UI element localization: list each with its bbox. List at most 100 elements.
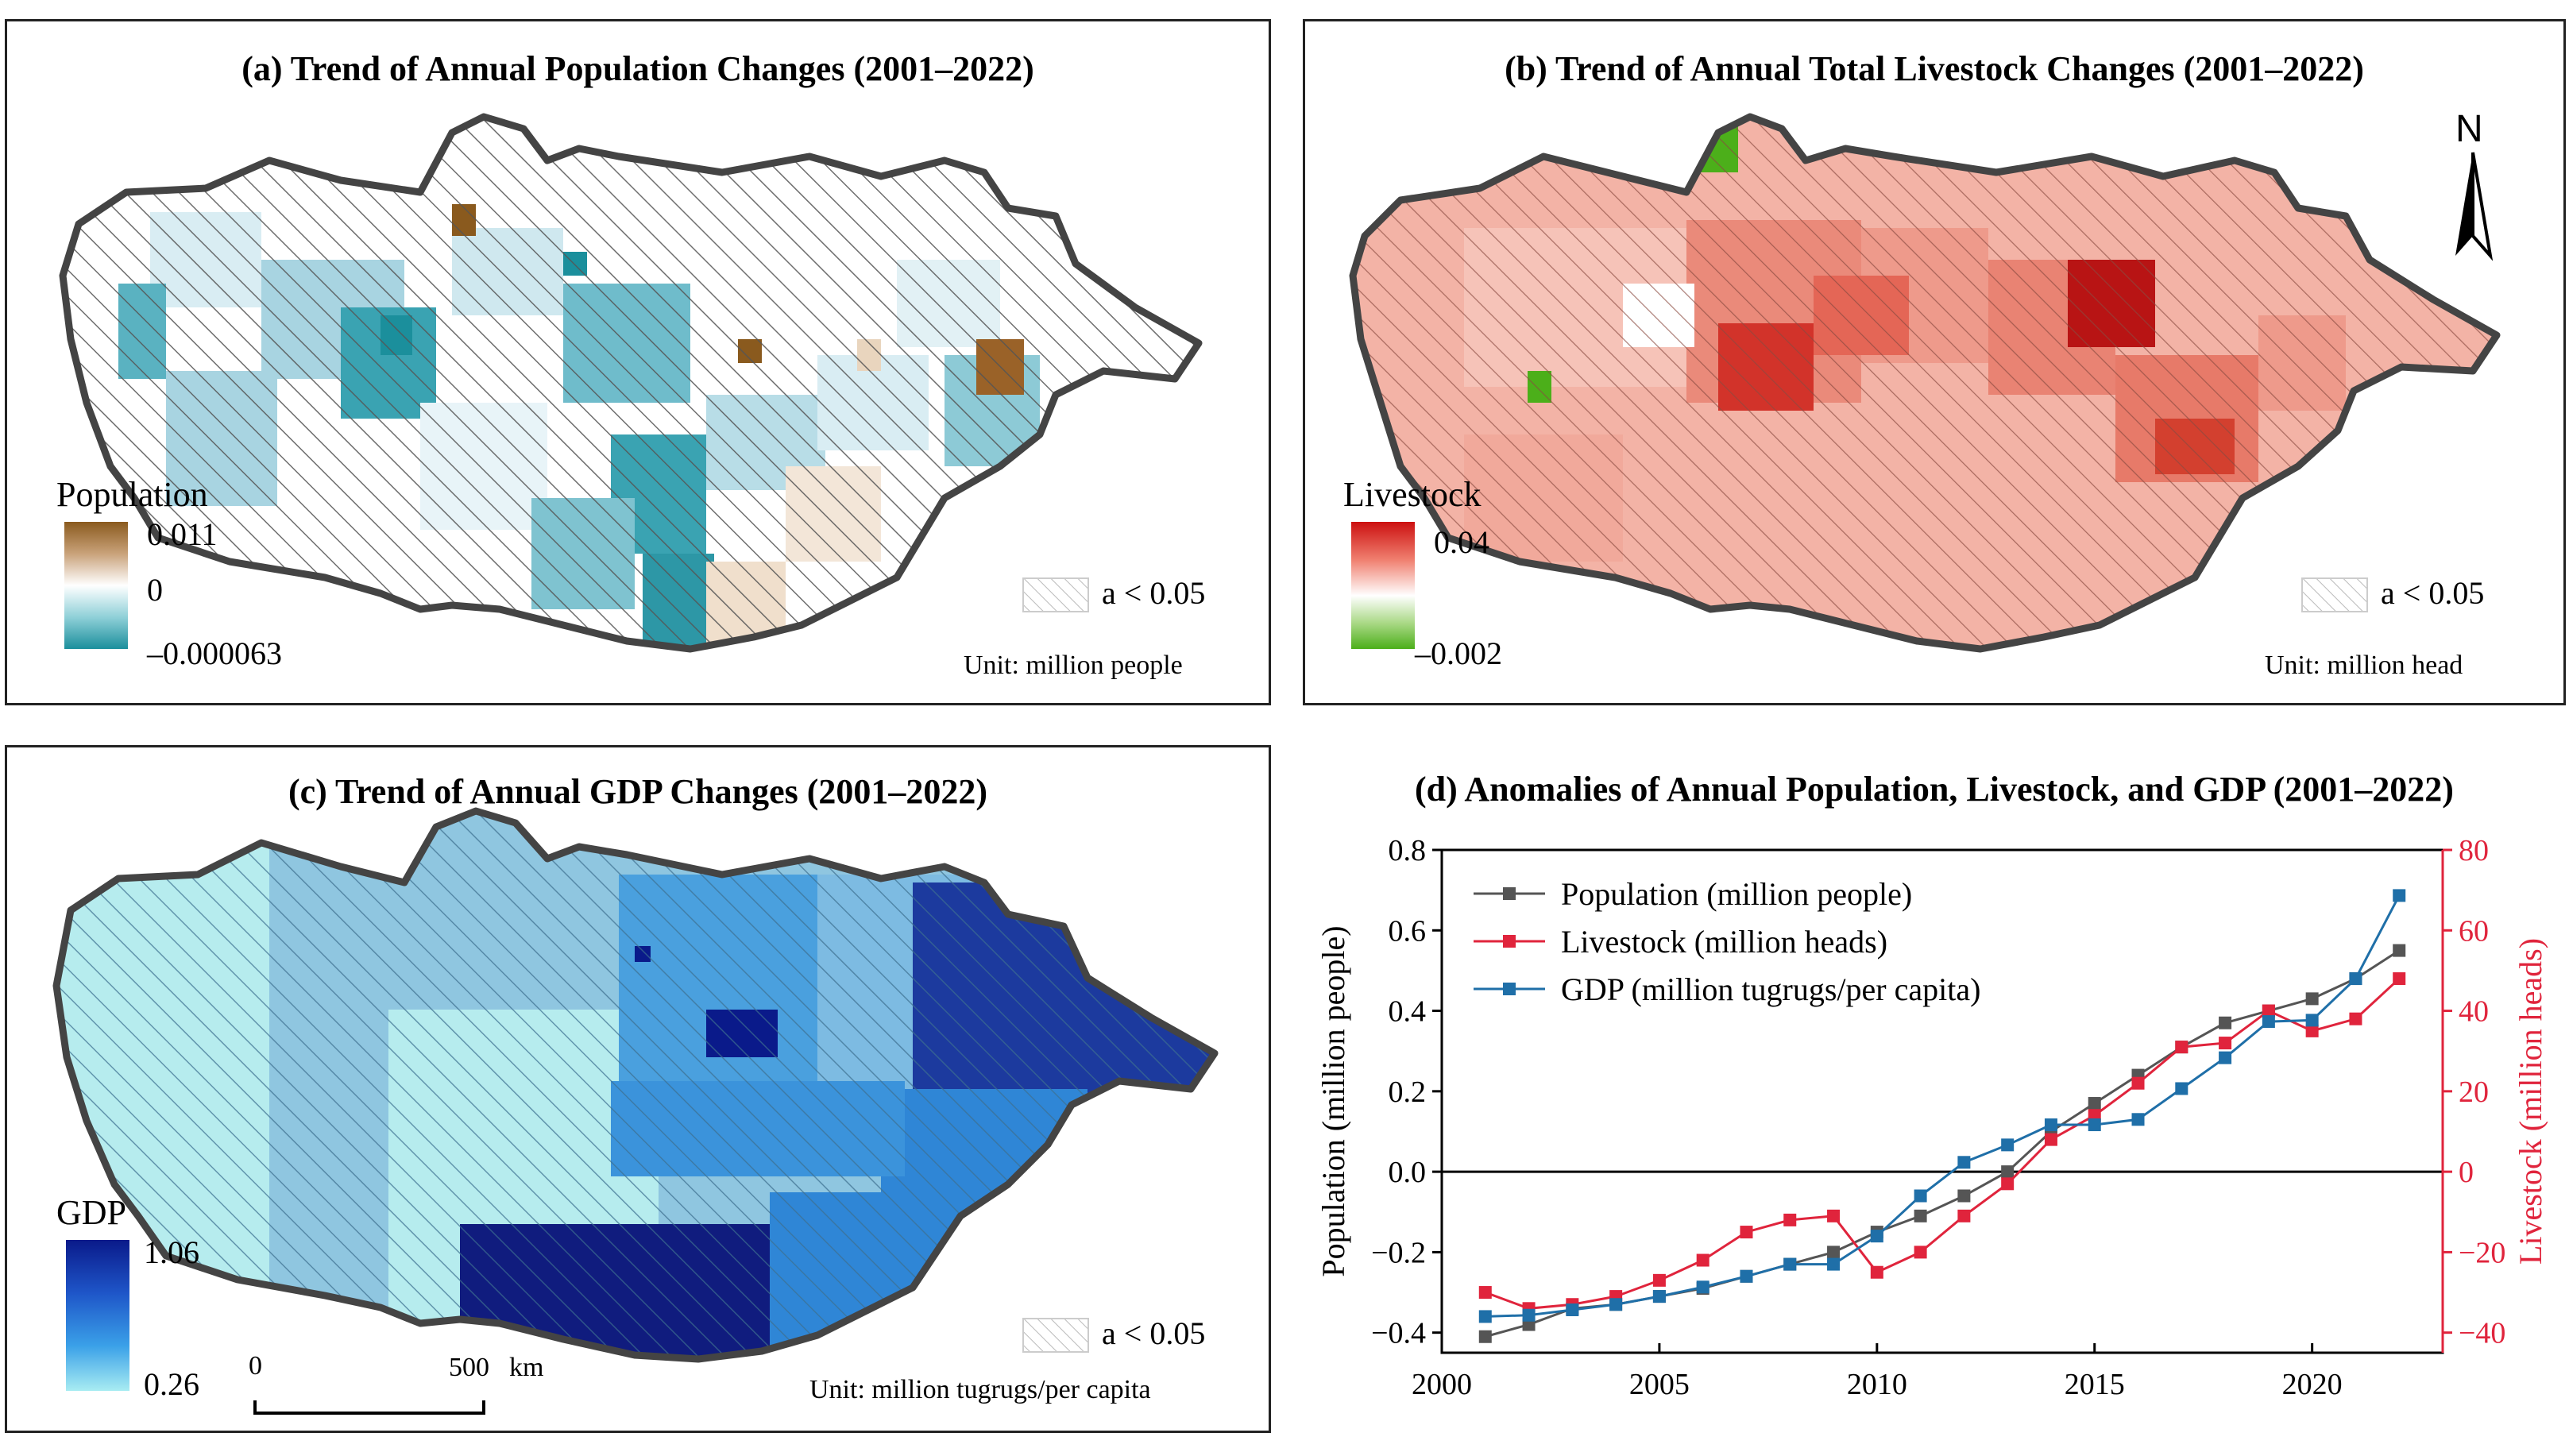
series-point-2 [1827, 1257, 1841, 1271]
series-point-1 [1957, 1209, 1971, 1222]
panel-a-map [59, 113, 1203, 653]
unit-label-c: Unit: million tugrugs/per capita [809, 1375, 1151, 1404]
series-line-0 [1485, 949, 2401, 1338]
panel-a: (a) Trend of Annual Population Changes (… [5, 19, 1271, 705]
legend-colorbar-b [1351, 522, 1415, 649]
legend-marker-2 [1503, 983, 1516, 995]
series-point-2 [2175, 1082, 2188, 1095]
series-point-0 [2219, 1016, 2232, 1029]
x-tick-label: 2005 [1629, 1368, 1690, 1401]
series-point-2 [2219, 1051, 2232, 1064]
series-line-1 [1485, 977, 2401, 1310]
series-point-2 [1609, 1298, 1623, 1311]
legend-title-a: Population [56, 475, 208, 514]
x-tick-label: 2020 [2282, 1368, 2343, 1401]
series-point-1 [1870, 1265, 1883, 1279]
legend-max-c: 1.06 [144, 1234, 199, 1270]
series-point-2 [1783, 1257, 1797, 1271]
chart-title: (d) Anomalies of Annual Population, Live… [1415, 770, 2454, 809]
x-tick-label: 2000 [1412, 1368, 1472, 1401]
panel-c: (c) Trend of Annual GDP Changes (2001–20… [5, 745, 1271, 1433]
series-point-2 [2001, 1138, 2015, 1152]
series-point-1 [1783, 1213, 1797, 1226]
series-point-2 [1566, 1303, 1579, 1316]
series-point-2 [1696, 1280, 1709, 1294]
legend-label-0: Population (million people) [1561, 876, 1912, 912]
significance-swatch-b [2301, 577, 2368, 612]
panel-b: (b) Trend of Annual Total Livestock Chan… [1303, 19, 2566, 705]
series-point-2 [2044, 1118, 2057, 1132]
legend-marker-1 [1503, 935, 1516, 948]
series-point-1 [2305, 1024, 2319, 1037]
legend-label-2: GDP (million tugrugs/per capita) [1561, 971, 1980, 1007]
legend-min-c: 0.26 [144, 1366, 199, 1402]
significance-swatch-a [1022, 577, 1089, 612]
series-point-1 [1827, 1209, 1841, 1222]
right1-tick-label: 40 [2459, 995, 2489, 1029]
series-point-1 [2393, 972, 2406, 986]
series-point-0 [1827, 1246, 1841, 1259]
unit-label-a: Unit: million people [964, 651, 1183, 680]
series-point-1 [2175, 1041, 2188, 1054]
left-tick-label: −0.4 [1371, 1317, 1426, 1350]
legend-colorbar-c [66, 1240, 129, 1391]
legend-max-a: 0.011 [147, 516, 218, 552]
right1-tick-label: 60 [2459, 914, 2489, 948]
series-point-2 [2262, 1015, 2275, 1029]
series-point-1 [2262, 1004, 2275, 1018]
panel-b-title: (b) Trend of Annual Total Livestock Chan… [1505, 49, 2364, 88]
scale-unit: km [509, 1353, 544, 1382]
left-tick-label: 0.6 [1389, 914, 1427, 948]
series-point-2 [1914, 1189, 1927, 1203]
series-point-1 [1740, 1226, 1753, 1239]
panel-d: (d) Anomalies of Annual Population, Live… [1303, 745, 2566, 1452]
series-point-1 [2044, 1133, 2057, 1146]
series-point-2 [1652, 1290, 1666, 1303]
series-point-2 [2131, 1113, 2145, 1126]
left-tick-label: 0.2 [1389, 1076, 1427, 1109]
panel-c-map [52, 807, 1219, 1415]
left-tick-label: −0.2 [1371, 1236, 1426, 1269]
right1-tick-label: 20 [2459, 1076, 2489, 1109]
series-point-1 [2349, 1012, 2362, 1025]
anomaly-chart: 2000 2005 2010 2015 2020 −0.4 −0.2 0.0 0.2 0.4 0.6… [1315, 834, 2548, 1401]
legend-max-b: 0.04 [1434, 524, 1489, 560]
legend-title-b: Livestock [1343, 475, 1482, 514]
series-point-1 [1914, 1246, 1927, 1259]
x-tick-label: 2015 [2065, 1368, 2125, 1401]
series-point-2 [2349, 972, 2362, 986]
series-point-2 [1957, 1156, 1971, 1169]
series-point-0 [1478, 1330, 1492, 1343]
significance-label-b: a < 0.05 [2381, 575, 2485, 611]
legend-colorbar-a [64, 522, 128, 649]
legend-min-b: –0.002 [1415, 635, 1502, 671]
legend-title-c: GDP [56, 1193, 127, 1232]
series-point-0 [2393, 944, 2406, 957]
series-line-2 [1485, 894, 2401, 1318]
series-point-0 [2001, 1165, 2015, 1179]
series-point-1 [1652, 1273, 1666, 1287]
series-point-0 [1957, 1189, 1971, 1203]
left-tick-label: 0.8 [1389, 834, 1427, 867]
north-arrow-icon [2455, 152, 2494, 261]
right1-tick-label: 0 [2459, 1156, 2474, 1189]
panel-a-title: (a) Trend of Annual Population Changes (… [241, 49, 1034, 88]
series-point-2 [2393, 889, 2406, 902]
right1-tick-label: −20 [2459, 1236, 2505, 1269]
scale-start: 0 [249, 1351, 262, 1381]
unit-label-b: Unit: million head [2265, 651, 2463, 680]
panel-b-map [1349, 113, 2501, 653]
x-tick-label: 2010 [1847, 1368, 1907, 1401]
series-point-1 [2131, 1076, 2145, 1090]
right1-tick-label: 80 [2459, 834, 2489, 867]
significance-label-c: a < 0.05 [1102, 1315, 1206, 1351]
left-tick-label: 0.4 [1389, 995, 1427, 1029]
right1-tick-label: −40 [2459, 1317, 2505, 1350]
north-label: N [2455, 108, 2483, 150]
legend-label-1: Livestock (million heads) [1561, 924, 1887, 960]
series-point-1 [2001, 1177, 2015, 1191]
scale-end: 500 [449, 1353, 489, 1382]
legend-mid-a: 0 [147, 572, 163, 608]
series-point-2 [2088, 1118, 2101, 1132]
series-point-2 [1740, 1269, 1753, 1283]
